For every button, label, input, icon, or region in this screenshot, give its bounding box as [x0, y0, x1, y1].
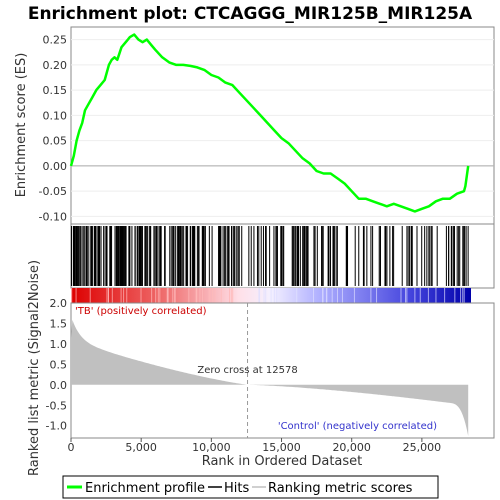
x-tick-label: 5,000 — [125, 441, 157, 454]
es-tick-labels: -0.10 -0.05 0.00 0.05 0.10 0.15 0.20 0.25 — [39, 34, 67, 224]
es-panel — [70, 26, 495, 225]
es-tick-label: 0.10 — [43, 109, 68, 122]
metric-tick-label: 2.0 — [50, 297, 68, 310]
x-tick-label: 25,000 — [403, 441, 442, 454]
ranking-metric-area — [71, 319, 469, 436]
legend-label-hits: Hits — [224, 481, 249, 496]
legend-label-enrichment: Enrichment profile — [85, 481, 205, 496]
enrichment-profile-line — [69, 33, 470, 213]
metric-tick-label: 0.0 — [50, 379, 68, 392]
legend-box — [62, 475, 439, 499]
metric-tick-label: 0.5 — [50, 358, 68, 371]
metric-tick-label: -1.0 — [46, 420, 67, 433]
metric-tick-label: -0.5 — [46, 399, 67, 412]
hits-marks — [70, 226, 469, 286]
legend-label-metric: Ranking metric scores — [268, 481, 413, 496]
es-tick-label: -0.05 — [39, 185, 67, 198]
x-axis-label: Rank in Ordered Dataset — [202, 454, 363, 469]
positive-correlation-label: 'TB' (positively correlated) — [75, 306, 207, 317]
es-tick-label: 0.15 — [43, 84, 68, 97]
es-ylabel: Enrichment score (ES) — [14, 53, 29, 198]
es-tick-label: -0.10 — [39, 210, 67, 223]
metric-tick-labels: -1.0 -0.5 0.0 0.5 1.0 1.5 2.0 — [46, 297, 67, 433]
colorbar-stripes — [71, 288, 465, 303]
x-tick-label: 0 — [68, 441, 75, 454]
es-tick-label: 0.05 — [43, 135, 68, 148]
negative-correlation-label: 'Control' (negatively correlated) — [278, 421, 437, 432]
metric-ylabel: Ranked list metric (Signal2Noise) — [27, 260, 42, 476]
x-tick-label: 15,000 — [262, 441, 301, 454]
metric-tick-label: 1.0 — [50, 338, 68, 351]
es-tick-label: 0.00 — [43, 160, 68, 173]
metric-tick-label: 1.5 — [50, 317, 68, 330]
chart-title: Enrichment plot: CTCAGGG_MIR125B_MIR125A — [28, 4, 473, 24]
x-tick-label: 20,000 — [332, 441, 371, 454]
x-tick-label: 10,000 — [192, 441, 231, 454]
zero-cross-label: Zero cross at 12578 — [197, 365, 297, 376]
es-tick-label: 0.20 — [43, 59, 68, 72]
x-tick-labels: 0 5,000 10,000 15,000 20,000 25,000 — [68, 438, 442, 454]
es-tick-label: 0.25 — [43, 34, 68, 47]
